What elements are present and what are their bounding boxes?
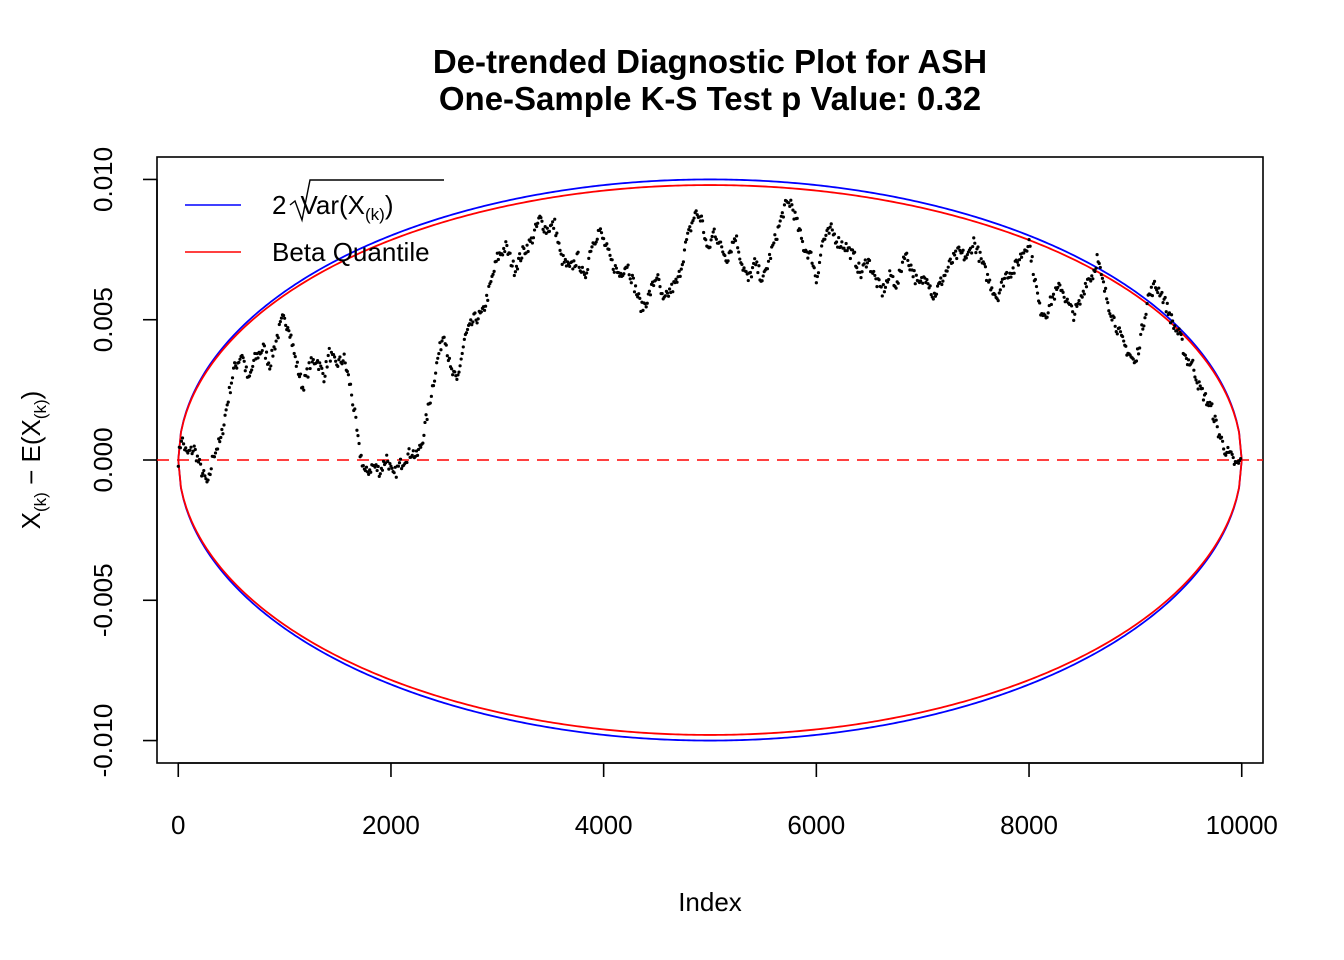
- legend-variance-sub: (k): [365, 205, 385, 224]
- legend-variance-prefix: 2: [272, 190, 286, 220]
- x-tick-label: 0: [171, 810, 185, 840]
- x-tick-label: 10000: [1206, 810, 1278, 840]
- y-axis: -0.010 -0.005 0.000 0.005 0.010: [88, 147, 158, 778]
- y-label-minus: − E(X: [16, 419, 46, 492]
- beta-quantile-band-upper: [177, 184, 1243, 461]
- plot-area: [157, 178, 1263, 742]
- residual-points: [176, 198, 1243, 484]
- x-tick-label: 2000: [362, 810, 420, 840]
- y-tick-label: -0.010: [88, 704, 118, 778]
- x-axis-label: Index: [678, 887, 742, 917]
- plot-title: De-trended Diagnostic Plot for ASH One-S…: [433, 43, 987, 117]
- y-tick-label: -0.005: [88, 563, 118, 637]
- y-axis-label: X(k) − E(X(k)): [16, 391, 50, 530]
- legend-variance-var: Var(X: [300, 190, 365, 220]
- y-label-sub-2: (k): [31, 399, 50, 419]
- sqrt-radical-icon: [289, 179, 444, 223]
- beta-quantile-band-lower: [177, 459, 1243, 736]
- x-tick-label: 4000: [575, 810, 633, 840]
- chart-subtitle: One-Sample K-S Test p Value: 0.32: [439, 80, 981, 117]
- y-tick-label: 0.005: [88, 287, 118, 352]
- legend-label-variance: 2 Var(X(k)): [272, 190, 394, 224]
- legend-variance-close: ): [385, 190, 394, 220]
- x-tick-label: 6000: [787, 810, 845, 840]
- legend: 2 Var(X(k)) Beta Quantile: [185, 179, 444, 267]
- chart-title: De-trended Diagnostic Plot for ASH: [433, 43, 987, 80]
- y-axis-label-text: X(k) − E(X(k)): [16, 391, 50, 530]
- x-tick-label: 8000: [1000, 810, 1058, 840]
- variance-band-upper: [177, 178, 1243, 461]
- y-label-sub-1: (k): [31, 492, 50, 512]
- y-label-close: ): [16, 391, 46, 400]
- legend-label-beta: Beta Quantile: [272, 237, 430, 267]
- y-tick-label: 0.000: [88, 427, 118, 492]
- x-axis: 0 2000 4000 6000 8000 10000: [171, 762, 1278, 840]
- y-label-x: X: [16, 512, 46, 529]
- y-tick-label: 0.010: [88, 147, 118, 212]
- variance-band-lower: [177, 459, 1243, 742]
